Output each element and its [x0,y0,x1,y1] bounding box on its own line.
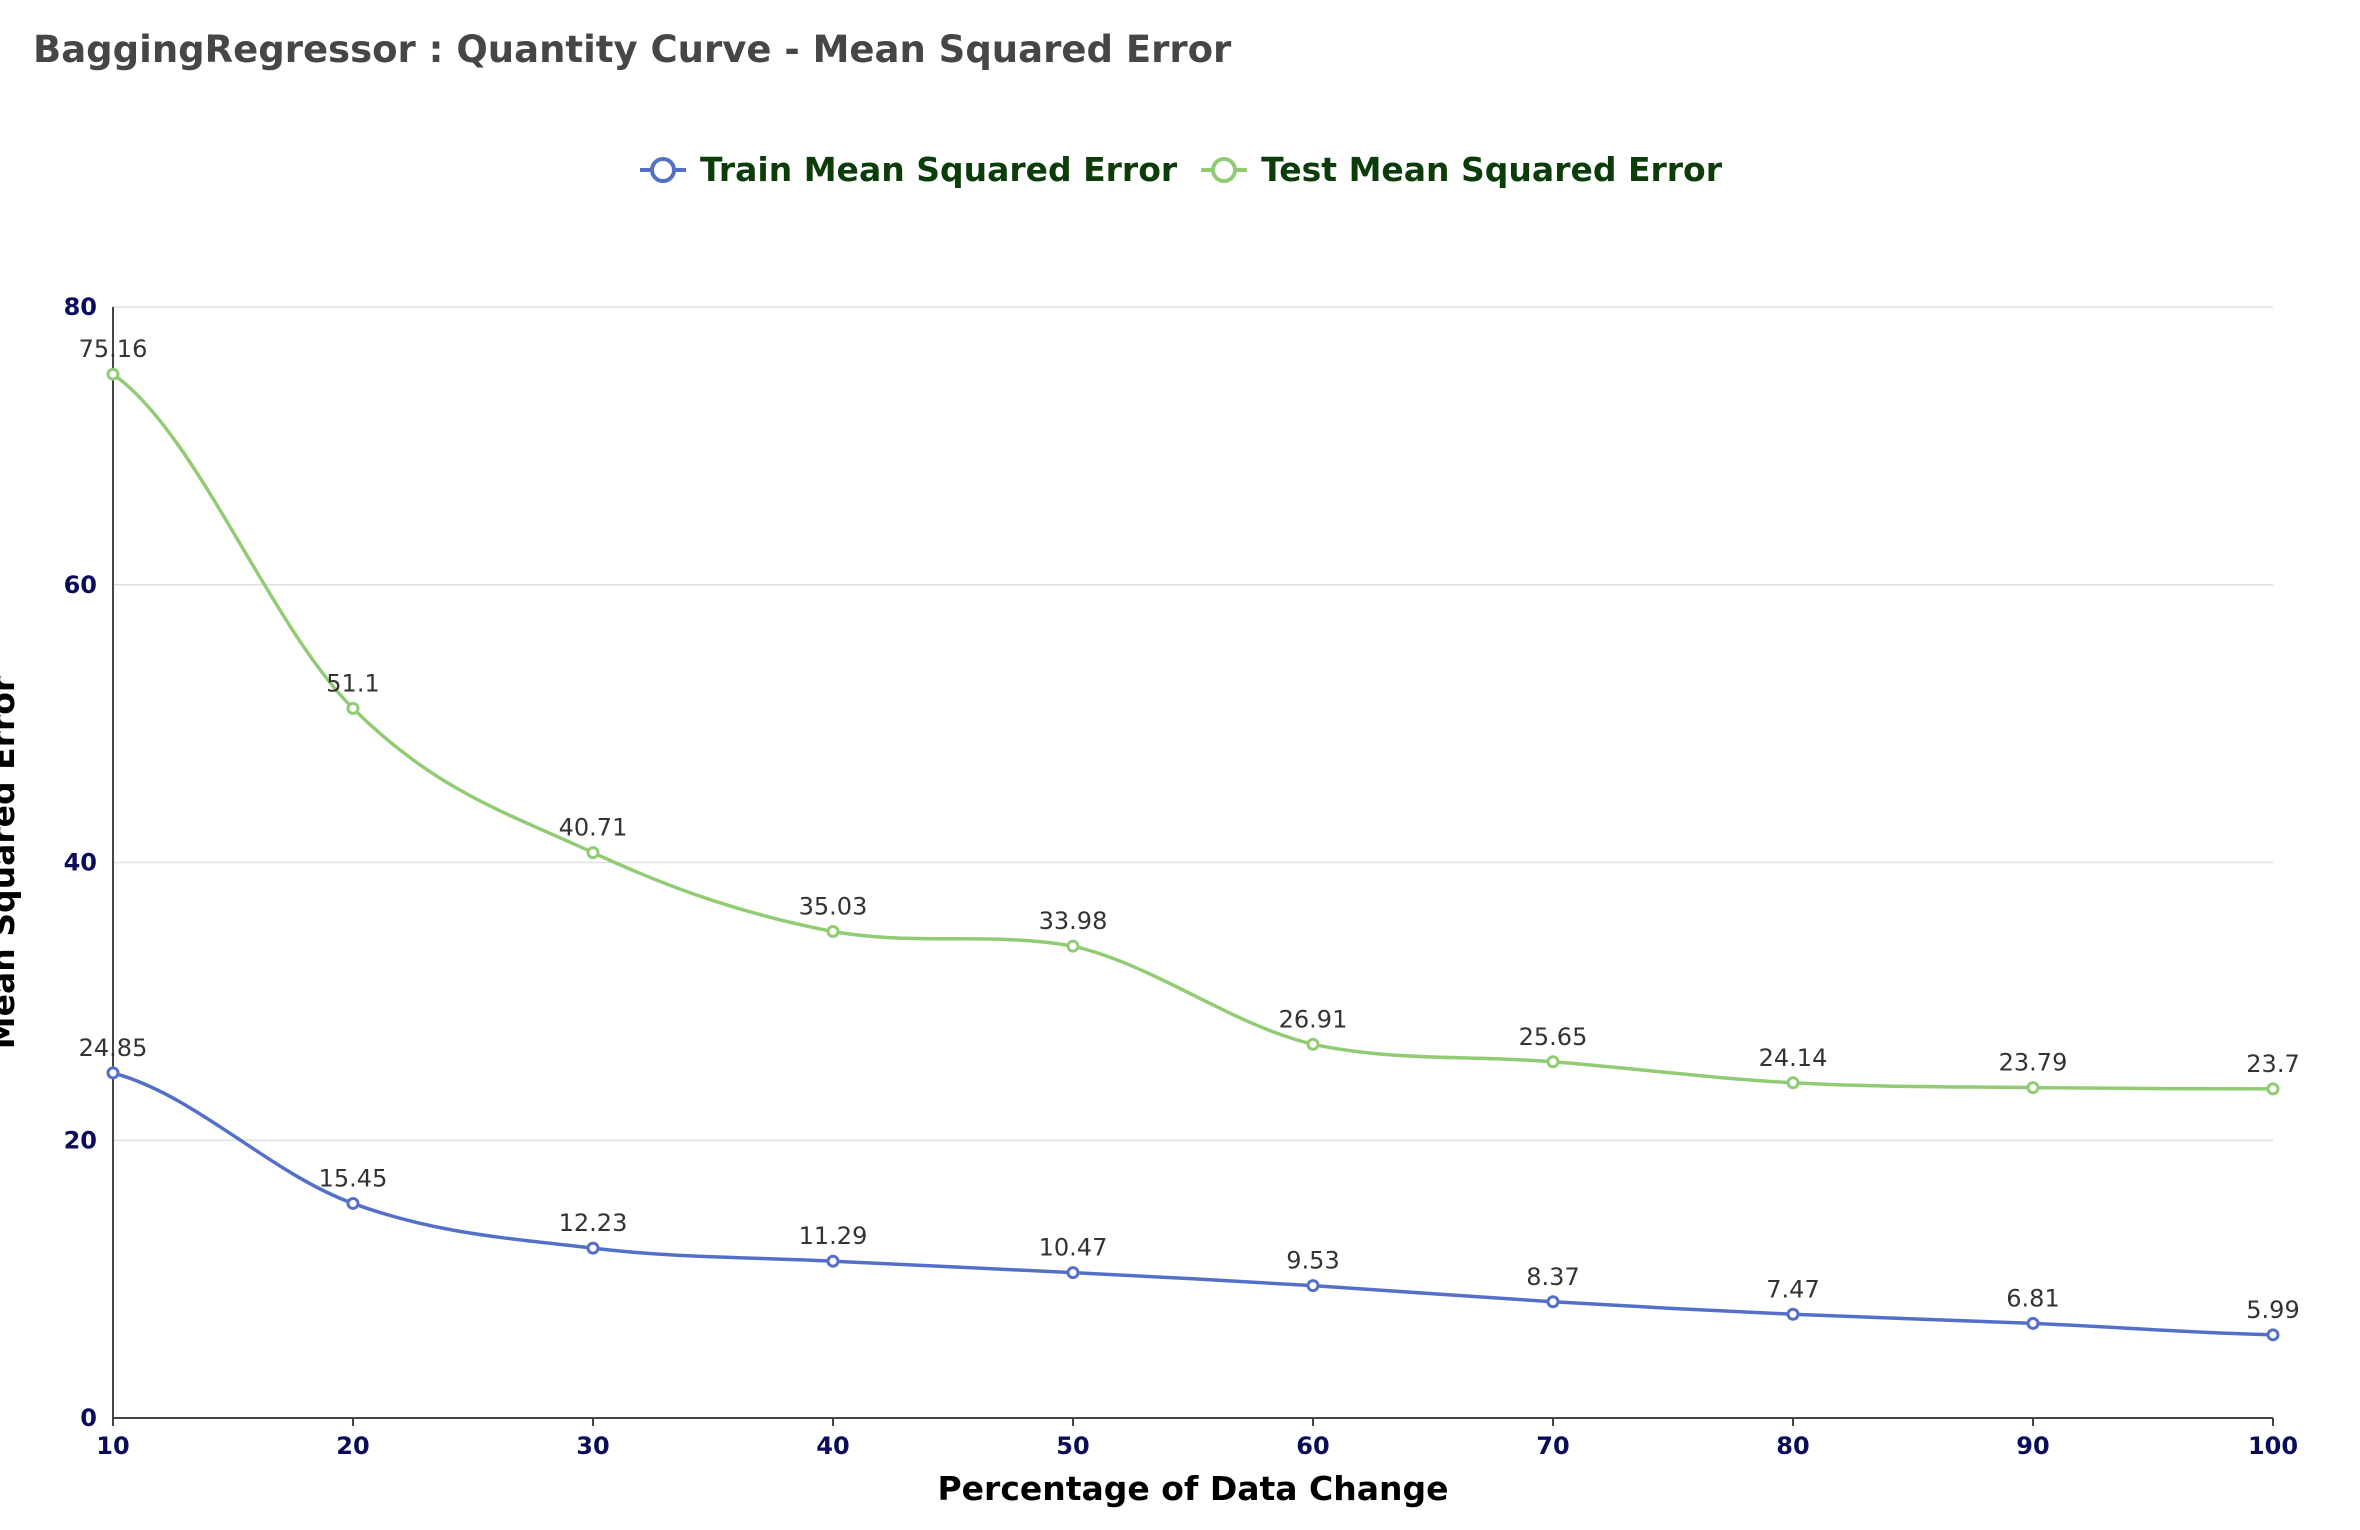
series-points [106,367,2280,1342]
data-point [346,1196,360,1210]
data-label: 11.29 [799,1222,868,1250]
data-point [1306,1037,1320,1051]
legend-label-train: Train Mean Squared Error [700,150,1178,189]
legend-label-test: Test Mean Squared Error [1261,150,1722,189]
data-labels: 24.85 15.45 12.23 11.29 10.47 9.53 8.37 7.47 6.8… [79,335,2300,1324]
x-tick-label: 100 [2248,1432,2298,1460]
x-tick-label: 10 [96,1432,129,1460]
data-label: 12.23 [559,1209,628,1237]
data-label: 15.45 [319,1164,388,1192]
legend-marker-test [1201,156,1248,183]
data-point [1546,1055,1560,1069]
data-point [106,367,120,381]
data-label: 7.47 [1766,1275,1819,1303]
data-point [1066,1266,1080,1280]
x-tick-label: 20 [336,1432,369,1460]
data-point [1786,1076,1800,1090]
data-label: 23.79 [1999,1049,2068,1077]
data-label: 24.14 [1759,1044,1828,1072]
data-point [826,925,840,939]
x-tick-label: 70 [1536,1432,1569,1460]
x-tick-label: 90 [2016,1432,2049,1460]
y-tick-label: 40 [64,849,97,877]
data-point [106,1066,120,1080]
data-point [1306,1279,1320,1293]
legend-item-train[interactable]: Train Mean Squared Error [638,150,1177,189]
y-tick-label: 20 [64,1126,97,1154]
series-line-0 [112,1071,2274,1337]
data-point [1546,1295,1560,1309]
data-point [1786,1307,1800,1321]
y-tick-label: 80 [64,293,97,321]
data-point [346,701,360,715]
data-point [586,846,600,860]
legend: Train Mean Squared Error Test Mean Squar… [0,150,2360,189]
data-point [1066,939,1080,953]
data-point [2026,1081,2040,1095]
data-label: 9.53 [1286,1247,1339,1275]
data-label: 10.47 [1039,1234,1108,1262]
x-tick-label: 50 [1056,1432,1089,1460]
data-label: 8.37 [1526,1263,1579,1291]
data-label: 5.99 [2246,1296,2299,1324]
data-label: 33.98 [1039,907,1108,935]
data-label: 40.71 [559,814,628,842]
legend-item-test[interactable]: Test Mean Squared Error [1199,150,1722,189]
data-label: 35.03 [799,893,868,921]
series-lines [111,372,2274,1337]
x-tick-label: 80 [1776,1432,1809,1460]
legend-marker-train [640,156,686,183]
x-axis-title: Percentage of Data Change [937,1469,1448,1508]
y-axis-title: Mean Squared Error [0,675,22,1049]
axes [112,307,2274,1426]
data-label: 26.91 [1279,1005,1348,1033]
series-line-1 [111,372,2274,1091]
y-tick-label: 60 [64,571,97,599]
y-tick-label: 0 [80,1404,97,1432]
x-tick-label: 60 [1296,1432,1329,1460]
x-tick-label: 40 [816,1432,849,1460]
data-label: 24.85 [79,1034,148,1062]
data-point [826,1254,840,1268]
data-label: 51.1 [326,669,379,697]
data-label: 25.65 [1519,1023,1588,1051]
chart-title: BaggingRegressor : Quantity Curve - Mean… [33,28,1232,71]
data-point [2026,1316,2040,1330]
x-tick-label: 30 [576,1432,609,1460]
gridlines [113,306,2273,1141]
data-point [586,1241,600,1255]
data-point [2266,1082,2280,1096]
data-label: 75.16 [79,335,148,363]
data-label: 23.7 [2246,1050,2299,1078]
tick-labels: 0 20 40 60 80 10 20 30 40 50 60 70 80 90 100 [64,293,2298,1460]
data-point [2266,1328,2280,1342]
data-label: 6.81 [2006,1284,2059,1312]
